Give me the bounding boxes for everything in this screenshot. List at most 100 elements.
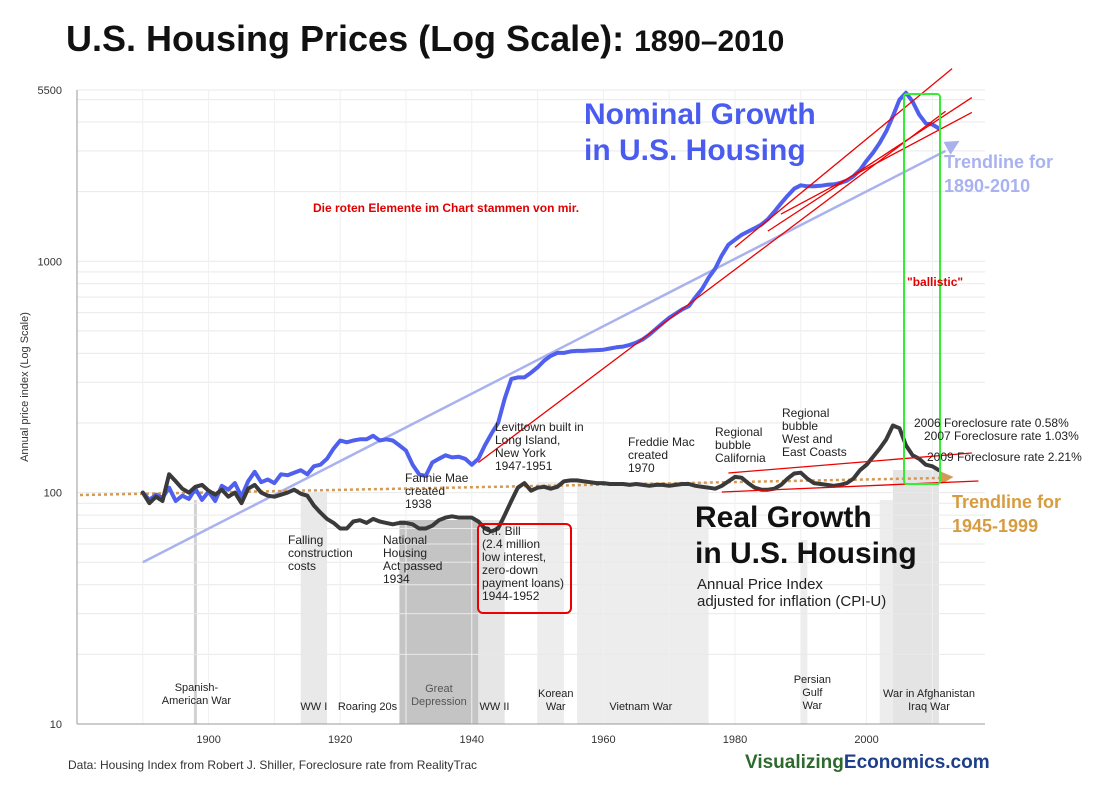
title-main: U.S. Housing Prices (Log Scale): <box>66 18 635 59</box>
real-growth-subtitle: Annual Price Index adjusted for inflatio… <box>697 576 886 610</box>
event-band-4 <box>577 482 709 724</box>
annotation-label: Great <box>425 683 453 695</box>
event-band-0 <box>300 492 328 724</box>
trendline-real-arrow <box>939 471 954 484</box>
annotation-label: 1970 <box>628 461 655 475</box>
annotation-label: Long Island, <box>495 433 560 447</box>
x-tick-label: 1900 <box>196 734 220 746</box>
trendline-nominal-label: Trendline for 1890-2010 <box>944 150 1053 198</box>
y-axis-label: Annual price index (Log Scale) <box>19 312 31 462</box>
annotation-label: created <box>405 484 445 498</box>
x-tick-label: 1920 <box>328 734 352 746</box>
title-years: 1890–2010 <box>634 25 785 58</box>
event-band-3 <box>537 482 564 724</box>
annotation-label: construction <box>288 546 353 560</box>
real-subtitle-line-2: adjusted for inflation (CPI-U) <box>697 593 887 610</box>
x-tick-label: 1980 <box>723 734 747 746</box>
page-title: U.S. Housing Prices (Log Scale): 1890–20… <box>66 18 784 60</box>
annotation-label: Regional <box>782 406 829 420</box>
annotation-label: costs <box>288 559 316 573</box>
annotation-label: (2.4 million <box>482 537 540 551</box>
trendline-nominal-arrow <box>943 140 960 155</box>
annotation-label: 1934 <box>383 572 410 586</box>
trend-nominal-line-1: Trendline for <box>944 152 1054 172</box>
annotation-label: Persian <box>794 674 831 686</box>
event-band-1 <box>399 520 479 724</box>
event-band-spanish-war <box>193 500 197 724</box>
trendline-real-label: Trendline for 1945-1999 <box>952 490 1061 538</box>
annotation-label: 1947-1951 <box>495 459 553 473</box>
annotation-label: War <box>546 701 566 713</box>
annotation-label: payment loans) <box>482 576 564 590</box>
trendline-nominal <box>142 149 947 564</box>
event-band-7 <box>892 470 939 724</box>
real-series-line <box>140 423 941 534</box>
trend-real-line-2: 1945-1999 <box>952 516 1039 536</box>
brand-part-1: Visualizing <box>745 752 844 773</box>
annotation-label: Fannie Mae <box>405 471 469 485</box>
annotation-label: New York <box>495 446 547 460</box>
y-tick-label: 1000 <box>38 256 62 268</box>
annotation-label: Spanish- <box>175 682 219 694</box>
annotation-label: Housing <box>383 546 427 560</box>
annotation-label: Freddie Mac <box>628 435 695 449</box>
y-tick-label: 10 <box>50 719 62 731</box>
annotation-label: 2006 Foreclosure rate 0.58% <box>914 416 1069 430</box>
annotation-label: bubble <box>782 419 818 433</box>
red-trendline-5 <box>721 480 979 493</box>
real-subtitle-line-1: Annual Price Index <box>697 576 823 593</box>
brand-part-2: Economics.com <box>843 752 990 773</box>
annotation-label: 1944-1952 <box>482 589 540 603</box>
annotation-label: East Coasts <box>782 445 847 459</box>
annotation-label: Korean <box>538 688 573 700</box>
nominal-title-line-1: Nominal Growth <box>584 98 816 131</box>
nominal-title-line-2: in U.S. Housing <box>584 134 806 167</box>
x-tick-label: 2000 <box>854 734 878 746</box>
x-tick-label: 1940 <box>460 734 484 746</box>
gi-bill-box <box>477 523 572 614</box>
data-source: Data: Housing Index from Robert J. Shill… <box>68 758 478 772</box>
annotation-label: Gulf <box>802 687 823 699</box>
annotation-label: WW II <box>480 701 510 713</box>
annotation-label: zero-down <box>482 563 538 577</box>
ballistic-highlight-box <box>903 93 941 485</box>
annotation-label: Vietnam War <box>609 701 672 713</box>
annotation-label: low interest, <box>482 550 546 564</box>
annotation-label: War in Afghanistan <box>883 688 975 700</box>
annotation-label: War <box>802 700 822 712</box>
annotation-label: 2009 Foreclosure rate 2.21% <box>927 450 1082 464</box>
x-tick-label: 1960 <box>591 734 615 746</box>
event-band-2 <box>478 520 505 724</box>
annotation-label: California <box>715 451 766 465</box>
nominal-growth-title: Nominal Growth in U.S. Housing <box>584 97 816 169</box>
annotation-label: G.I. Bill <box>482 524 521 538</box>
red-trendline-0 <box>477 110 946 464</box>
ballistic-label: "ballistic" <box>907 275 964 289</box>
real-title-line-2: in U.S. Housing <box>695 537 917 570</box>
real-growth-title: Real Growth in U.S. Housing <box>695 500 917 572</box>
nominal-series-line <box>140 90 941 503</box>
red-elements-note: Die roten Elemente im Chart stammen von … <box>313 201 580 215</box>
trend-real-line-1: Trendline for <box>952 492 1062 512</box>
red-trendline-2 <box>767 97 973 232</box>
annotation-label: 2007 Foreclosure rate 1.03% <box>924 429 1079 443</box>
annotation-label: bubble <box>715 438 751 452</box>
real-title-line-1: Real Growth <box>695 501 872 534</box>
annotation-label: Falling <box>288 533 323 547</box>
annotation-label: Regional <box>715 425 762 439</box>
annotation-label: Depression <box>411 696 467 708</box>
annotation-label: Act passed <box>383 559 442 573</box>
annotation-label: 1938 <box>405 497 432 511</box>
y-tick-label: 5500 <box>38 85 62 97</box>
annotation-label: American War <box>162 695 232 707</box>
brand-logo[interactable]: VisualizingEconomics.com <box>745 752 990 774</box>
red-trendline-4 <box>728 452 972 474</box>
annotation-label: National <box>383 533 427 547</box>
annotation-label: created <box>628 448 668 462</box>
event-band-6 <box>879 500 893 724</box>
annotation-label: Iraq War <box>908 701 950 713</box>
annotation-label: Levittown built in <box>495 420 584 434</box>
event-band-5 <box>800 540 808 724</box>
